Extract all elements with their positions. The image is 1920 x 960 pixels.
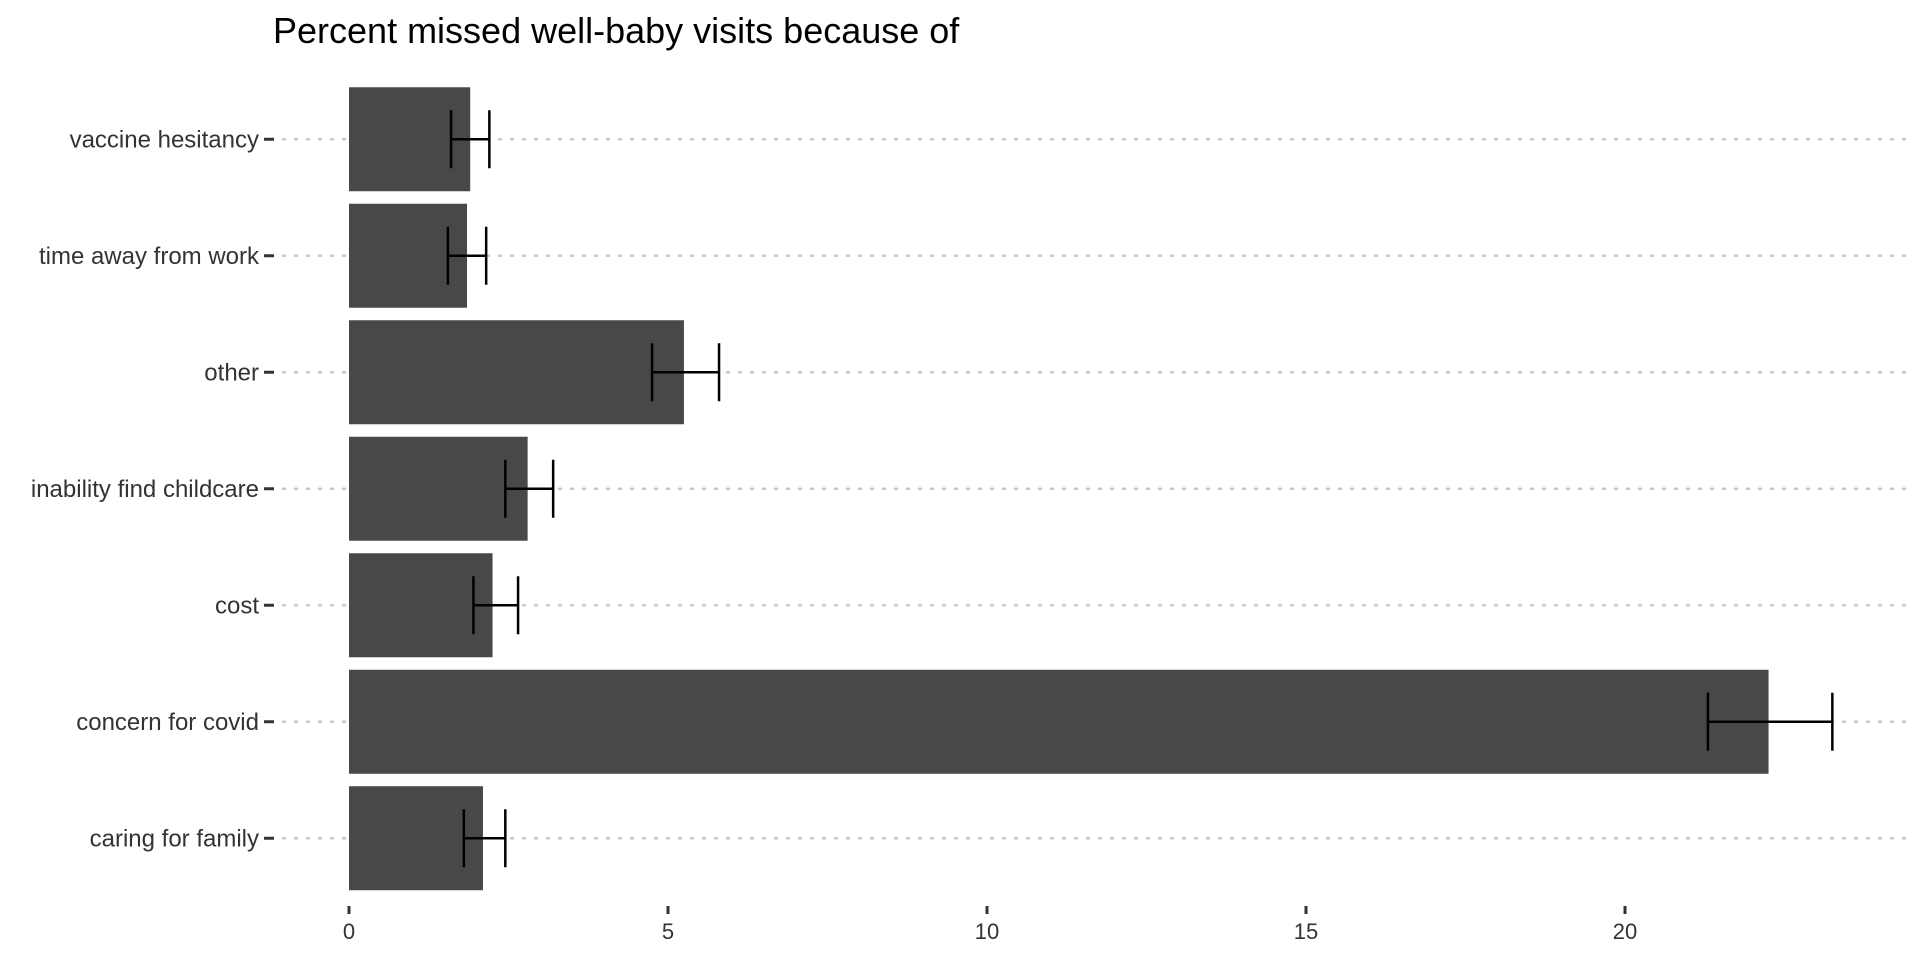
bar-other xyxy=(349,320,684,425)
error-bar-time-away-from-work xyxy=(446,226,488,285)
error-bar-inability-find-childcare xyxy=(504,459,555,518)
category-label-other: other xyxy=(204,359,259,386)
error-bar-caring-for-family xyxy=(462,809,507,868)
x-tick-label-10: 10 xyxy=(975,919,999,944)
bars xyxy=(349,87,1769,891)
error-bar-other xyxy=(650,343,721,402)
category-labels: vaccine hesitancy time away from work othe… xyxy=(31,126,274,852)
x-tick-label-15: 15 xyxy=(1294,919,1318,944)
bar-caring-for-family xyxy=(349,786,483,891)
error-bar-vaccine-hesitancy xyxy=(449,110,491,169)
x-tick-label-0: 0 xyxy=(343,919,355,944)
x-tick-label-5: 5 xyxy=(662,919,674,944)
error-bar-cost xyxy=(472,576,520,635)
category-label-cost: cost xyxy=(215,592,259,619)
bar-concern-for-covid xyxy=(349,669,1769,774)
x-tick-label-20: 20 xyxy=(1613,919,1637,944)
error-bars xyxy=(446,110,1834,868)
bar-cost xyxy=(349,553,493,658)
category-label-concern-for-covid: concern for covid xyxy=(76,709,259,736)
chart-title: Percent missed well-baby visits because … xyxy=(273,10,960,51)
bar-inability-find-childcare xyxy=(349,436,528,541)
x-axis-ticks: 0 5 10 15 20 xyxy=(343,906,1637,944)
error-bar-concern-for-covid xyxy=(1706,692,1834,751)
category-label-vaccine-hesitancy: vaccine hesitancy xyxy=(70,126,259,153)
category-label-time-away-from-work: time away from work xyxy=(39,243,260,270)
category-label-inability-find-childcare: inability find childcare xyxy=(31,476,259,503)
category-label-caring-for-family: caring for family xyxy=(90,825,259,852)
